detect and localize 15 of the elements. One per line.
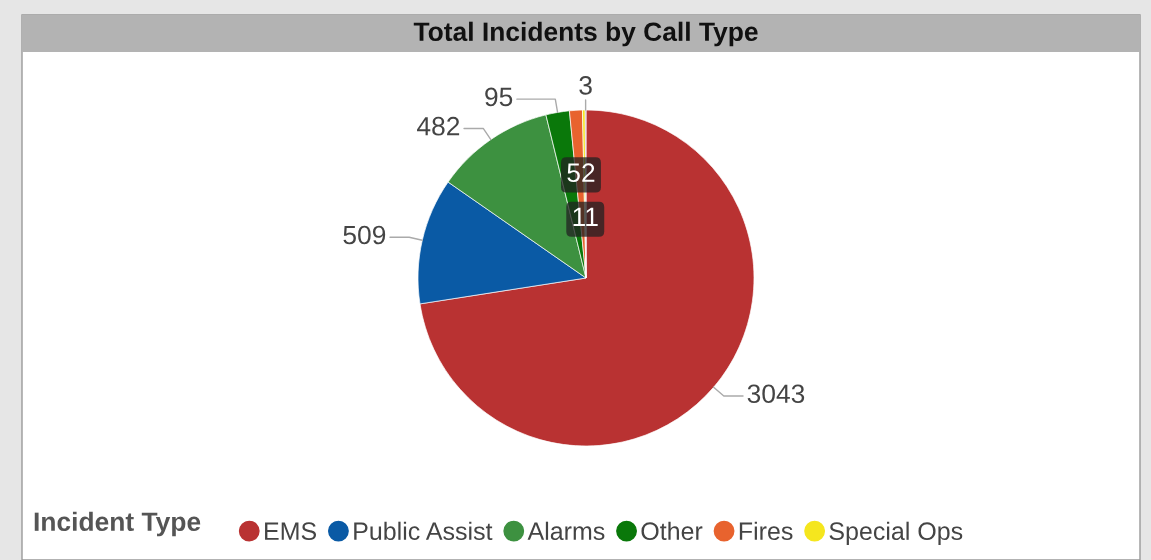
legend-label: Fires (739, 521, 793, 541)
legend-label: Special Ops (829, 521, 963, 545)
chart-title: Total Incidents by Call Type (413, 21, 758, 47)
data-label: 3 (579, 76, 592, 95)
legend-title: Incident Type (34, 511, 201, 537)
data-label: 509 (343, 225, 386, 245)
legend-label: Public Assist (354, 521, 493, 541)
data-label: 52 (567, 163, 595, 183)
data-label: 95 (485, 87, 513, 107)
data-label: 482 (417, 116, 460, 136)
data-label: 11 (573, 207, 598, 227)
data-label: 3043 (747, 384, 805, 404)
legend-label: EMS (265, 522, 317, 541)
legend-label: Alarms (527, 521, 605, 541)
legend-label: Other (641, 521, 703, 541)
